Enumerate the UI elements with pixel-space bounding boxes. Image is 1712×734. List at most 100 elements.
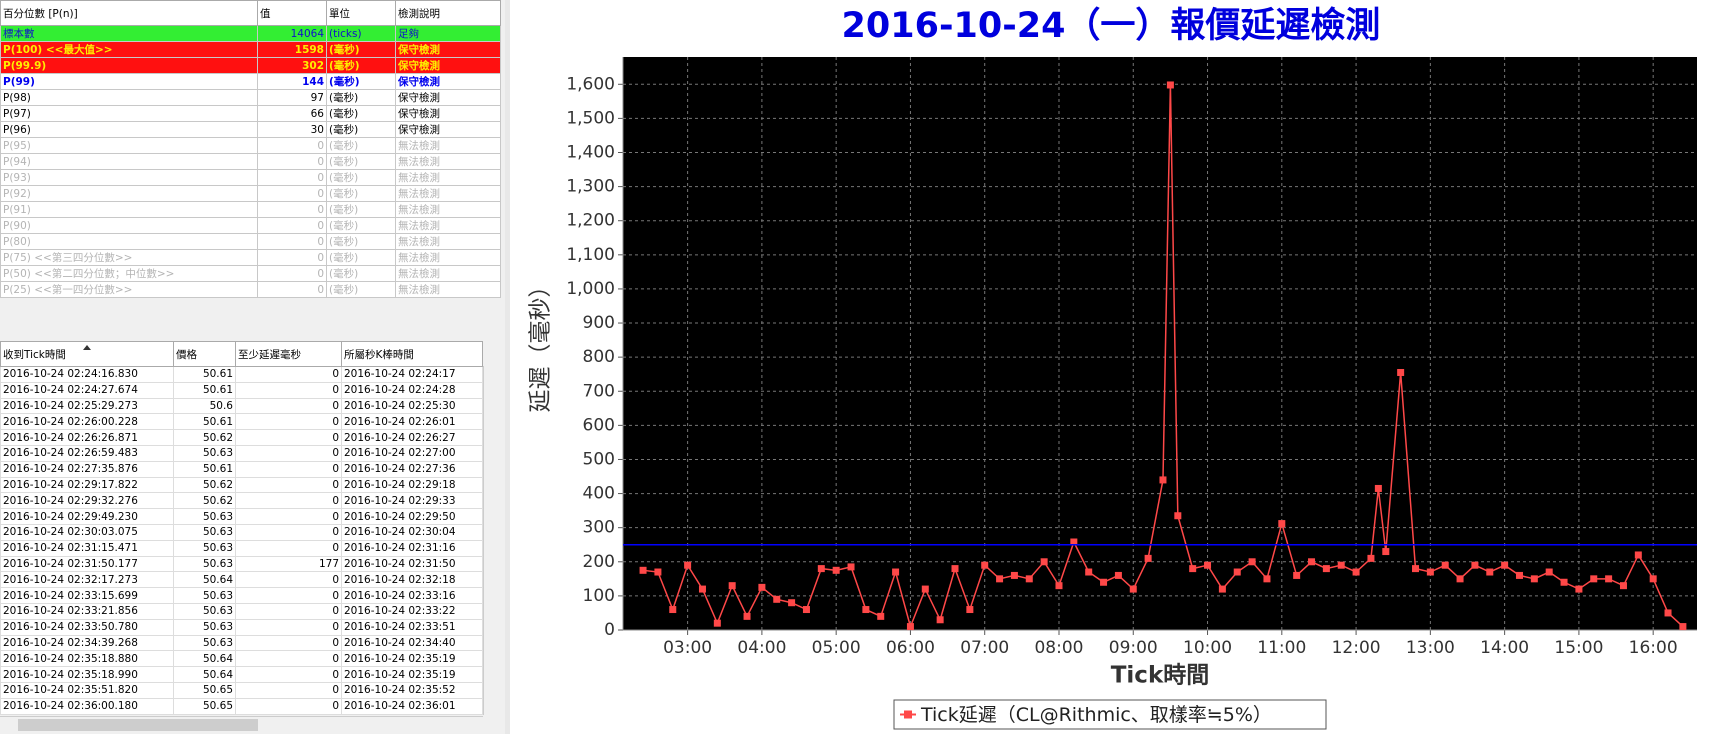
data-point bbox=[1070, 538, 1078, 546]
table-cell: 2016-10-24 02:33:15.699 bbox=[0, 587, 174, 604]
y-tick-label: 1,500 bbox=[566, 108, 615, 128]
x-tick-label: 06:00 bbox=[886, 638, 935, 658]
table-row[interactable]: 2016-10-24 02:26:26.871 50.62 0 2016-10-24 … bbox=[0, 429, 483, 446]
column-header[interactable]: 單位 bbox=[326, 0, 396, 26]
data-point bbox=[1471, 561, 1479, 569]
data-point bbox=[1374, 484, 1382, 492]
column-header[interactable]: 值 bbox=[257, 0, 327, 26]
x-tick-label: 04:00 bbox=[737, 638, 786, 658]
table-row[interactable]: 2016-10-24 02:31:15.471 50.63 0 2016-10-24 … bbox=[0, 539, 483, 557]
table-row[interactable]: 2016-10-24 02:33:15.699 50.63 0 2016-10-24 … bbox=[0, 587, 483, 604]
y-tick-label: 500 bbox=[583, 449, 615, 469]
table-row[interactable]: P(90) 0 (毫秒) 無法檢測 bbox=[0, 217, 501, 234]
table-row[interactable]: 2016-10-24 02:26:00.228 50.61 0 2016-10-24 … bbox=[0, 413, 483, 431]
data-point bbox=[802, 606, 810, 614]
table-row[interactable]: 2016-10-24 02:32:17.273 50.64 0 2016-10-24 … bbox=[0, 571, 483, 589]
table-row[interactable]: 2016-10-24 02:36:00.180 50.65 0 2016-10-24 … bbox=[0, 697, 483, 715]
splitter[interactable] bbox=[505, 0, 510, 734]
data-point bbox=[1634, 551, 1642, 559]
data-point bbox=[892, 568, 900, 576]
table-row[interactable]: P(75) <<第三四分位數>> 0 (毫秒) 無法檢測 bbox=[0, 249, 501, 266]
table-cell: P(100) <<最大值>> bbox=[0, 41, 258, 58]
data-point bbox=[728, 582, 736, 590]
data-point bbox=[1560, 578, 1568, 586]
data-point bbox=[1605, 575, 1613, 583]
table-row[interactable]: 2016-10-24 02:29:17.822 50.62 0 2016-10-24 … bbox=[0, 476, 483, 494]
table-cell: 2016-10-24 02:35:18.880 bbox=[0, 650, 174, 668]
data-point bbox=[1159, 476, 1167, 484]
table-cell: (毫秒) bbox=[326, 185, 396, 202]
data-point bbox=[1248, 558, 1256, 566]
data-point bbox=[1664, 609, 1672, 617]
table-row[interactable]: 2016-10-24 02:33:50.780 50.63 0 2016-10-24 … bbox=[0, 618, 483, 636]
table-cell: 2016-10-24 02:34:40 bbox=[341, 634, 483, 652]
horizontal-scrollbar[interactable] bbox=[0, 716, 483, 734]
table-cell: 2016-10-24 02:25:29.273 bbox=[0, 397, 174, 415]
table-cell: 50.64 bbox=[173, 571, 236, 589]
y-tick-label: 400 bbox=[583, 484, 615, 504]
table-row[interactable]: 標本數 14064 (ticks) 足夠 bbox=[0, 25, 501, 42]
table-row[interactable]: 2016-10-24 02:24:16.830 50.61 0 2016-10-24 … bbox=[0, 366, 483, 383]
data-point bbox=[877, 612, 885, 620]
data-point bbox=[1218, 585, 1226, 593]
tick-table: 收到Tick時間 價格 至少延遲毫秒 所屬秒K棒時間 2016-10-24 02:24:… bbox=[0, 341, 483, 715]
table-cell: 2016-10-24 02:25:30 bbox=[341, 397, 483, 415]
scroll-thumb[interactable] bbox=[18, 719, 258, 731]
table-row[interactable]: P(98) 97 (毫秒) 保守檢測 bbox=[0, 89, 501, 106]
table-cell: 2016-10-24 02:29:17.822 bbox=[0, 476, 174, 494]
table-row[interactable]: P(92) 0 (毫秒) 無法檢測 bbox=[0, 185, 501, 202]
table-cell: 50.63 bbox=[173, 555, 236, 573]
table-row[interactable]: P(99.9) 302 (毫秒) 保守檢測 bbox=[0, 57, 501, 74]
column-header[interactable]: 檢測說明 bbox=[395, 0, 501, 26]
table-row[interactable]: P(25) <<第一四分位數>> 0 (毫秒) 無法檢測 bbox=[0, 281, 501, 298]
table-cell: (毫秒) bbox=[326, 41, 396, 58]
table-cell: P(75) <<第三四分位數>> bbox=[0, 249, 258, 266]
data-point bbox=[1426, 568, 1434, 576]
table-cell: 2016-10-24 02:30:04 bbox=[341, 523, 483, 541]
data-point bbox=[847, 563, 855, 571]
data-point bbox=[1590, 575, 1598, 583]
table-row[interactable]: P(99) 144 (毫秒) 保守檢測 bbox=[0, 73, 501, 90]
data-point bbox=[1114, 571, 1122, 579]
data-point bbox=[1025, 575, 1033, 583]
table-row[interactable]: 2016-10-24 02:35:18.990 50.64 0 2016-10-24 … bbox=[0, 666, 483, 683]
column-header[interactable]: 價格 bbox=[173, 341, 236, 367]
data-point bbox=[1486, 568, 1494, 576]
table-row[interactable]: P(96) 30 (毫秒) 保守檢測 bbox=[0, 121, 501, 138]
table-row[interactable]: P(94) 0 (毫秒) 無法檢測 bbox=[0, 153, 501, 170]
column-header[interactable]: 至少延遲毫秒 bbox=[235, 341, 342, 367]
table-cell: 無法檢測 bbox=[395, 153, 501, 170]
table-row[interactable]: 2016-10-24 02:35:18.880 50.64 0 2016-10-24 … bbox=[0, 650, 483, 668]
vertical-scrollbar[interactable] bbox=[483, 366, 501, 715]
data-point bbox=[1679, 623, 1687, 631]
y-tick-label: 1,200 bbox=[566, 211, 615, 231]
table-cell: 50.65 bbox=[173, 697, 236, 715]
table-row[interactable]: P(50) <<第二四分位數；中位數>> 0 (毫秒) 無法檢測 bbox=[0, 265, 501, 282]
table-cell: P(99) bbox=[0, 73, 258, 90]
data-point bbox=[981, 561, 989, 569]
y-tick-label: 1,600 bbox=[566, 74, 615, 94]
y-tick-label: 1,400 bbox=[566, 143, 615, 163]
data-point bbox=[1308, 558, 1316, 566]
table-cell: 2016-10-24 02:34:39.268 bbox=[0, 634, 174, 652]
table-row[interactable]: 2016-10-24 02:25:29.273 50.6 0 2016-10-24 0… bbox=[0, 397, 483, 415]
data-point bbox=[1515, 571, 1523, 579]
y-tick-label: 200 bbox=[583, 552, 615, 572]
table-cell: 2016-10-24 02:31:15.471 bbox=[0, 539, 174, 557]
table-row[interactable]: P(100) <<最大值>> 1598 (毫秒) 保守檢測 bbox=[0, 41, 501, 58]
table-row[interactable]: 2016-10-24 02:34:39.268 50.63 0 2016-10-24 … bbox=[0, 634, 483, 652]
table-row[interactable]: 2016-10-24 02:26:59.483 50.63 0 2016-10-24 … bbox=[0, 444, 483, 462]
legend-box bbox=[893, 699, 1327, 730]
table-cell: 2016-10-24 02:35:19 bbox=[341, 666, 483, 683]
column-header[interactable]: 收到Tick時間 bbox=[0, 341, 174, 367]
data-point bbox=[1397, 368, 1405, 376]
data-point bbox=[862, 606, 870, 614]
table-cell: (毫秒) bbox=[326, 57, 396, 74]
column-header[interactable]: 所屬秒K棒時間 bbox=[341, 341, 483, 367]
data-point bbox=[788, 599, 796, 607]
table-cell: 無法檢測 bbox=[395, 201, 501, 218]
table-cell: (毫秒) bbox=[326, 73, 396, 90]
data-point bbox=[1263, 575, 1271, 583]
table-row[interactable]: 2016-10-24 02:33:21.856 50.63 0 2016-10-24 … bbox=[0, 602, 483, 620]
table-cell: (毫秒) bbox=[326, 137, 396, 154]
